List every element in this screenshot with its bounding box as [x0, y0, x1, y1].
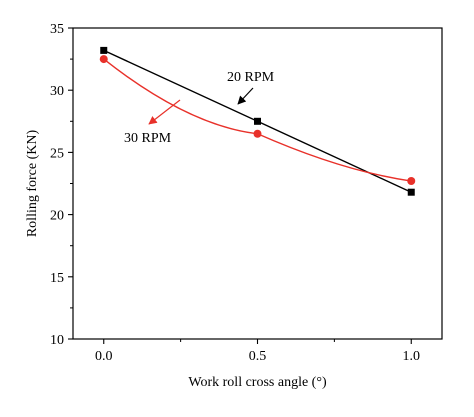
annotation-20rpm-label: 20 RPM [227, 70, 275, 85]
data-point-circle [407, 177, 416, 186]
y-axis-title: Rolling force (KN) [25, 130, 40, 238]
annotation-30rpm-arrow [148, 99, 181, 125]
x-tick-label: 0.0 [95, 349, 113, 364]
series-markers [99, 46, 416, 196]
annotation-20rpm-arrow [237, 87, 254, 105]
data-point-circle [99, 55, 108, 64]
x-tick-label: 1.0 [403, 349, 421, 364]
annotations: 20 RPM 30 RPM [124, 70, 275, 146]
y-tick-label: 30 [50, 84, 64, 99]
data-point-square [100, 46, 108, 54]
data-point-circle [253, 129, 262, 138]
data-point-square [407, 188, 415, 196]
x-tick-label: 0.5 [249, 349, 267, 364]
axis-ticks: 10 15 20 25 30 35 0.0 0.5 1.0 [50, 22, 420, 364]
y-tick-label: 10 [50, 333, 64, 348]
y-tick-label: 20 [50, 209, 64, 224]
y-tick-label: 35 [50, 22, 64, 37]
y-tick-label: 25 [50, 146, 64, 161]
data-point-square [254, 117, 261, 125]
annotation-30rpm-label: 30 RPM [124, 131, 172, 146]
y-tick-label: 15 [50, 271, 64, 286]
x-axis-title: Work roll cross angle (°) [188, 375, 327, 390]
